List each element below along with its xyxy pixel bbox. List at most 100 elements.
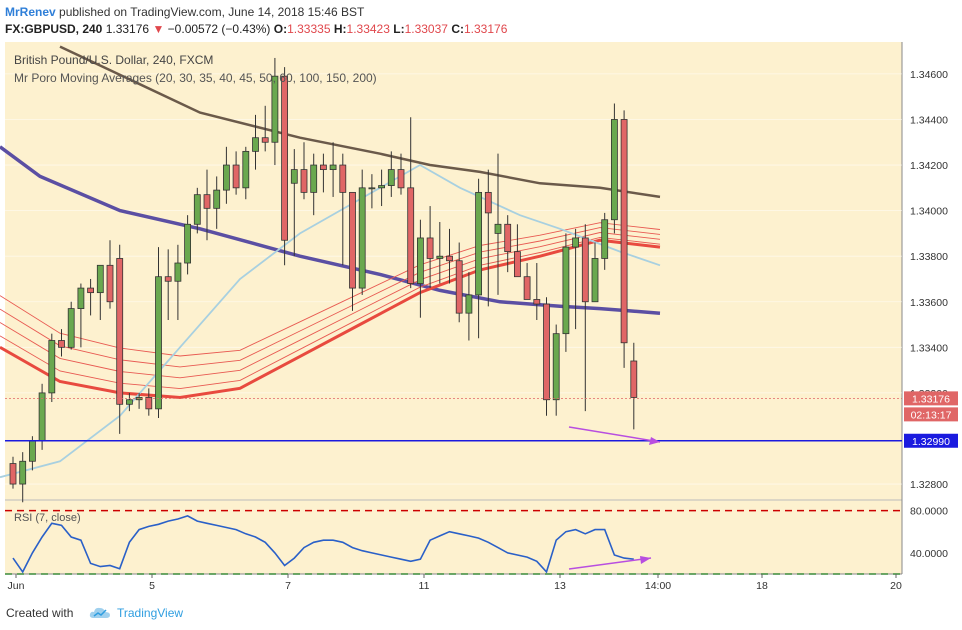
time-tick-label: 11 <box>419 580 430 592</box>
candle-body <box>552 333 560 401</box>
ma-thin-red <box>0 232 661 379</box>
candle-body <box>543 303 550 401</box>
candle-body <box>28 440 36 462</box>
candle-body <box>203 194 211 209</box>
candle-body <box>48 340 56 394</box>
candle-body <box>145 397 153 410</box>
candle-body <box>591 258 599 303</box>
time-tick-label: 14:00 <box>645 580 671 592</box>
candle-body <box>426 237 434 259</box>
time-tick-label: 20 <box>890 580 902 592</box>
candle-body <box>630 360 638 398</box>
candle-body <box>455 260 463 314</box>
candle-body <box>261 137 269 143</box>
ma-thin-red <box>0 222 661 357</box>
low-label: L: <box>393 22 405 36</box>
time-axis[interactable] <box>5 575 902 597</box>
candle-body <box>339 164 347 193</box>
candle-body <box>407 187 415 284</box>
countdown-badge <box>904 407 958 422</box>
published-text: published on TradingView.com, June 14, 2… <box>59 5 365 19</box>
candle-body <box>96 264 104 294</box>
candle-body <box>436 255 444 259</box>
candle-body <box>523 276 531 300</box>
candles <box>9 57 638 503</box>
rsi-line <box>12 515 634 574</box>
candle-body <box>87 287 94 294</box>
candle-body <box>290 169 298 184</box>
candle-body <box>193 194 201 225</box>
close-label: C: <box>451 22 464 36</box>
candle-body <box>446 255 453 262</box>
price-tick-label: 1.33800 <box>910 251 948 263</box>
tradingview-cloud-icon <box>89 607 110 618</box>
candle-body <box>271 75 279 143</box>
candle-body <box>378 185 386 189</box>
candle-body <box>329 164 337 171</box>
low-value: 1.33037 <box>404 22 448 36</box>
time-tick-label: Jun <box>8 580 25 592</box>
candle-body <box>9 463 17 485</box>
last-price: 1.33176 <box>105 22 150 36</box>
candle-body <box>242 150 250 189</box>
rsi-divergence-arrow <box>568 557 652 570</box>
candle-body <box>416 237 424 284</box>
candle-body <box>358 187 366 289</box>
countdown-badge-text: 02:13:17 <box>911 409 952 421</box>
candle-body <box>19 460 27 485</box>
candle-body <box>572 237 579 248</box>
candle-body <box>106 264 114 303</box>
candle-body <box>155 276 162 410</box>
footer: Created with TradingView <box>0 598 962 630</box>
candle-body <box>252 137 259 152</box>
symbol-quote-line: FX:GBPUSD, 240 1.33176 ▼ −0.00572 (−0.43… <box>5 22 507 36</box>
candle-body <box>465 294 473 314</box>
candle-body <box>581 237 589 303</box>
last-price-badge-text: 1.33176 <box>912 393 950 405</box>
tradingview-brand-link[interactable]: TradingView <box>117 606 184 620</box>
price-tick-label: 1.32800 <box>910 479 948 491</box>
candle-body <box>620 119 628 344</box>
price-axis[interactable] <box>903 42 962 574</box>
price-tick-label: 1.34600 <box>910 69 948 81</box>
down-triangle-icon: ▼ <box>152 22 165 36</box>
candle-body <box>368 187 376 190</box>
author-link[interactable]: MrRenev <box>5 5 56 19</box>
ma-thick-red <box>0 238 661 400</box>
price-divergence-arrow <box>568 426 661 443</box>
rsi-pane-background <box>5 500 902 574</box>
candle-body <box>126 399 133 405</box>
last-price-badge <box>904 391 958 406</box>
ma-brown <box>59 45 661 199</box>
candle-body <box>184 223 192 264</box>
candle-body <box>387 169 395 186</box>
candle-body <box>174 262 182 282</box>
candle-body <box>232 164 240 189</box>
candle-body <box>38 392 46 442</box>
support-badge-text: 1.32990 <box>912 436 950 448</box>
close-value: 1.33176 <box>463 22 508 36</box>
candle-body <box>533 299 541 305</box>
candle-body <box>319 164 327 171</box>
ma-thin-red <box>0 236 661 390</box>
candle-body <box>58 340 65 348</box>
rsi-axis-labels: 80.0000 40.0000 <box>910 506 948 560</box>
candle-body <box>213 189 221 209</box>
support-badge <box>904 433 958 448</box>
price-tick-label: 1.34400 <box>910 114 948 126</box>
created-with-label: Created with <box>6 606 74 620</box>
chart-header: MrRenev published on TradingView.com, Ju… <box>0 0 962 42</box>
candle-body <box>475 191 483 296</box>
open-value: 1.33335 <box>287 22 331 36</box>
symbol-label: FX:GBPUSD, 240 <box>5 22 103 36</box>
candle-body <box>611 119 618 221</box>
rsi-divergence-arrowhead <box>640 556 651 564</box>
time-tick-label: 13 <box>554 580 566 592</box>
chart-canvas[interactable]: 1.34600 1.34400 1.34200 1.34000 1.33800 1.336… <box>0 0 962 598</box>
rsi-legend: RSI (7, close) <box>14 512 81 524</box>
price-change: −0.00572 (−0.43%) <box>167 22 271 36</box>
candle-body <box>281 75 289 241</box>
chart-title: British Pound/U.S. Dollar, 240, FXCM <box>14 53 213 67</box>
candle-body <box>514 251 521 278</box>
time-tick-label: 18 <box>756 580 768 592</box>
